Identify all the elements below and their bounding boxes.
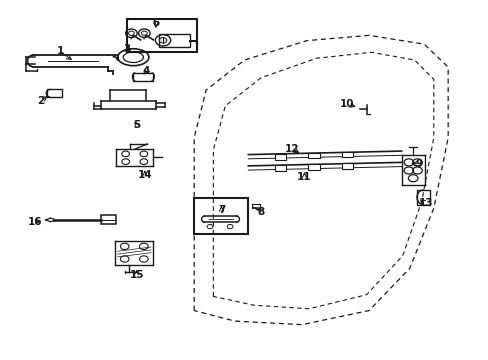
Bar [274,165,285,171]
Text: 7: 7 [217,205,225,215]
Bar [274,154,285,159]
Bar [101,215,116,224]
Bar [127,19,196,52]
Bar [47,89,62,97]
Bar [341,152,352,157]
Bar [416,190,429,205]
Bar [133,73,153,81]
Text: 5: 5 [133,120,140,130]
Text: 16: 16 [27,217,42,227]
Text: 12: 12 [285,144,299,154]
Bar [307,164,319,170]
Bar [194,198,247,234]
Text: 3: 3 [123,44,130,54]
Text: 2: 2 [37,96,44,105]
Bar [159,33,190,47]
Text: 14: 14 [137,170,152,180]
Bar [307,153,319,158]
Text: 4: 4 [142,66,150,76]
Circle shape [159,37,166,43]
Text: 15: 15 [129,270,143,280]
Text: 9: 9 [415,159,422,169]
Text: 13: 13 [418,198,432,208]
Text: 10: 10 [340,99,354,109]
Text: 6: 6 [152,18,159,28]
Text: 11: 11 [297,172,311,182]
Bar [341,163,352,169]
Text: 8: 8 [257,207,264,217]
Text: 1: 1 [56,46,63,56]
